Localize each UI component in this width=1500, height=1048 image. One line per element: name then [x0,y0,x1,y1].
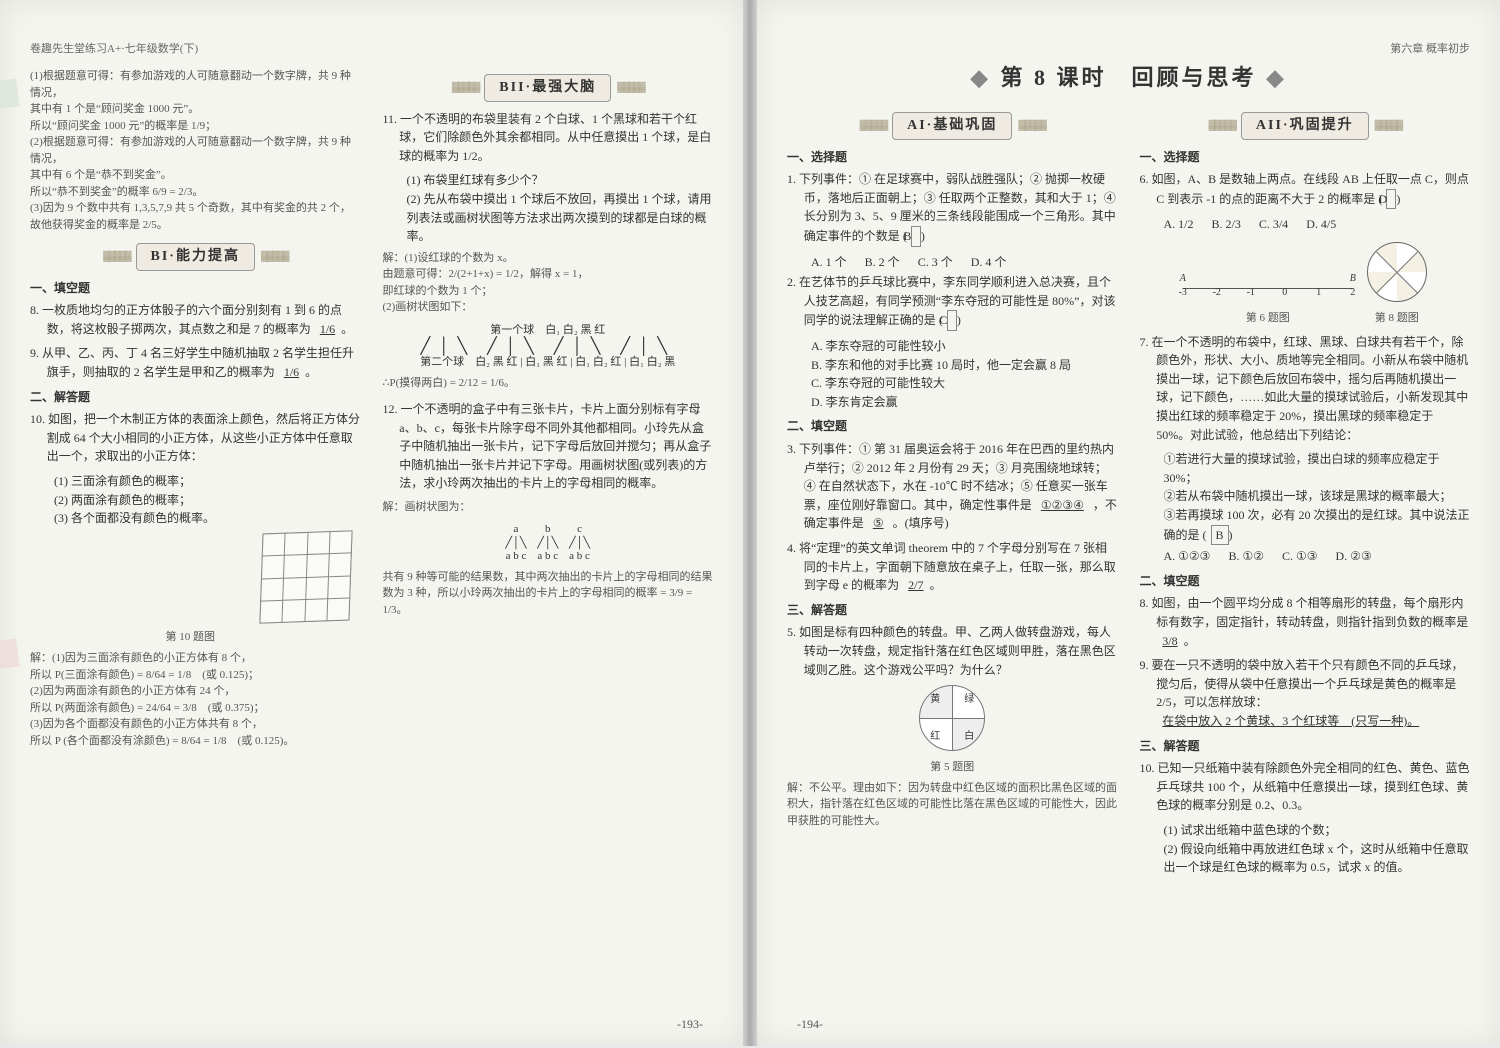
q10: 10. 如图，把一个木制正方体的表面涂上颜色，然后将正方体分割成 64 个大小相… [30,410,361,466]
q11: 11. 一个不透明的布袋里装有 2 个白球、1 个黑球和若干个红球，它们除颜色外… [383,110,714,166]
r-q9: 9. 要在一只不透明的袋中放入若干个只有颜色不同的乒乓球，搅匀后，使得从袋中任意… [1140,656,1471,730]
left-col-1: (1)根据题意可得：有参加游戏的人可随意翻动一个数字牌，共 9 种情况， 其中有… [30,64,361,1010]
q11-1: (1) 布袋里红球有多少个？ [383,171,714,190]
r-q3: 3. 下列事件：① 第 31 届奥运会将于 2016 年在巴西的里约热内卢举行；… [787,440,1118,533]
q9-answer: 1/6 [278,365,305,379]
figs-6-8: -3 -2 -1 0 1 2 A B 第 6 题图 第 8 [1140,238,1471,331]
r-q1: 1. 下列事件：① 在足球赛中，弱队战胜强队；② 抛掷一枚硬币，落地后正面朝上；… [787,170,1118,246]
figure-6: -3 -2 -1 0 1 2 A B 第 6 题图 [1183,288,1353,327]
tree-11: 第一个球 白₁ 白₂ 黑 红 ╱│╲ ╱│╲ ╱│╲ ╱│╲ 第二个球 白₂ 黑… [383,324,714,370]
banner-bii: BII·最强大脑 [383,74,714,102]
right-page: 第六章 概率初步 ◆第 8 课时 回顾与思考◆ AI·基础巩固 一、选择题 1.… [756,0,1500,1046]
tree-12: a╱│╲a b c b╱│╲a b c c╱│╲a b c [383,523,714,563]
r-q6-ans: D [1386,189,1396,210]
r-q6-choices: A. 1/2 B. 2/3 C. 3/4 D. 4/5 [1140,215,1471,234]
r1-h3: 三、解答题 [787,601,1118,620]
pie-8-icon [1367,242,1427,302]
book-header-right: 第六章 概率初步 [787,40,1470,56]
spinner-icon: 黄 绿 红 白 [919,685,985,751]
r-q1-ans: B [911,226,921,247]
left-col-2: BII·最强大脑 11. 一个不透明的布袋里装有 2 个白球、1 个黑球和若干个… [383,64,714,1010]
left-page: 卷趣先生堂练习A+·七年级数学(下) (1)根据题意可得：有参加游戏的人可随意翻… [0,0,744,1046]
figure-10: 第 10 题图 [30,532,351,647]
q12: 12. 一个不透明的盒子中有三张卡片，卡片上面分别标有字母 a、b、c，每张卡片… [383,400,714,493]
r-q7-ans: B [1211,525,1229,546]
sol-12-head: 解：画树状图为： [383,499,714,516]
lesson-title: ◆第 8 课时 回顾与思考◆ [787,60,1470,92]
r-q2-ans: C [947,310,957,331]
sol-12-body: 共有 9 种等可能的结果数，其中两次抽出的卡片上的字母相同的结果数为 3 种，所… [383,569,714,619]
q10-1: (1) 三面涂有颜色的概率； [30,472,361,491]
sol-5: 解：不公平。理由如下：因为转盘中红色区域的面积比黑色区域的面积大，指针落在红色区… [787,780,1118,830]
book-header-left: 卷趣先生堂练习A+·七年级数学(下) [30,40,713,56]
r-q7-choices: A. ①②③ B. ①② C. ①③ D. ②③ [1140,547,1471,566]
r2-h1: 一、选择题 [1140,148,1471,167]
page-num-right: -194- [797,1017,823,1032]
r1-h1: 一、选择题 [787,148,1118,167]
q10-2: (2) 两面涂有颜色的概率； [30,491,361,510]
r-q8: 8. 如图，由一个圆平均分成 8 个相等扇形的转盘，每个扇形内标有数字，固定指针… [1140,594,1471,650]
q9: 9. 从甲、乙、丙、丁 4 名三好学生中随机抽取 2 名学生担任升旗手，则抽取的… [30,344,361,381]
sol-10: 解：(1)因为三面涂有颜色的小正方体有 8 个， 所以 P(三面涂有颜色) = … [30,650,361,749]
r1-h2: 二、填空题 [787,417,1118,436]
r-q7: 7. 在一个不透明的布袋中，红球、黑球、白球共有若干个，除颜色外，形状、大小、质… [1140,333,1471,445]
banner-ai: AI·基础巩固 [787,112,1118,140]
heading-solve: 二、解答题 [30,388,361,407]
r2-h3: 三、解答题 [1140,737,1471,756]
banner-bi: BI·能力提高 [30,243,361,271]
r-q10: 10. 已知一只纸箱中装有除颜色外完全相同的红色、黄色、蓝色乒乓球共 100 个… [1140,759,1471,815]
q8-answer: 1/6 [314,322,341,336]
r-q1-choices: A. 1 个 B. 2 个 C. 3 个 D. 4 个 [787,253,1118,272]
sol-11: 解：(1)设红球的个数为 x。 由题意可得：2/(2+1+x) = 1/2，解得… [383,250,714,316]
q11-2: (2) 先从布袋中摸出 1 个球后不放回，再摸出 1 个球，请用列表法或画树状图… [383,190,714,246]
banner-aii: AII·巩固提升 [1140,112,1471,140]
r-q2: 2. 在艺体节的乒乓球比赛中，李东同学顺利进入总决赛，且个人技艺高超，有同学预测… [787,273,1118,331]
r-q4: 4. 将“定理”的英文单词 theorem 中的 7 个字母分别写在 7 张相同… [787,539,1118,595]
q8: 8. 一枚质地均匀的正方体骰子的六个面分别刻有 1 到 6 的点数，将这枚骰子掷… [30,301,361,338]
r-q5: 5. 如图是标有四种颜色的转盘。甲、乙两人做转盘游戏，每人转动一次转盘，规定指针… [787,623,1118,679]
page-num-left: -193- [677,1017,703,1032]
heading-fill: 一、填空题 [30,279,361,298]
spine-gutter [744,0,756,1046]
q10-3: (3) 各个面都没有颜色的概率。 [30,509,361,528]
right-col-1: AI·基础巩固 一、选择题 1. 下列事件：① 在足球赛中，弱队战胜强队；② 抛… [787,102,1118,1048]
r2-h2: 二、填空题 [1140,572,1471,591]
prev-solution: (1)根据题意可得：有参加游戏的人可随意翻动一个数字牌，共 9 种情况， 其中有… [30,68,361,233]
sol-11-end: ∴P(摸得两白) = 2/12 = 1/6。 [383,375,714,392]
figure-5: 黄 绿 红 白 第 5 题图 [787,685,1118,776]
r-q6: 6. 如图，A、B 是数轴上两点。在线段 AB 上任取一点 C，则点 C 到表示… [1140,170,1471,209]
figure-8: 第 8 题图 [1367,242,1427,327]
right-col-2: AII·巩固提升 一、选择题 6. 如图，A、B 是数轴上两点。在线段 AB 上… [1140,102,1471,1048]
